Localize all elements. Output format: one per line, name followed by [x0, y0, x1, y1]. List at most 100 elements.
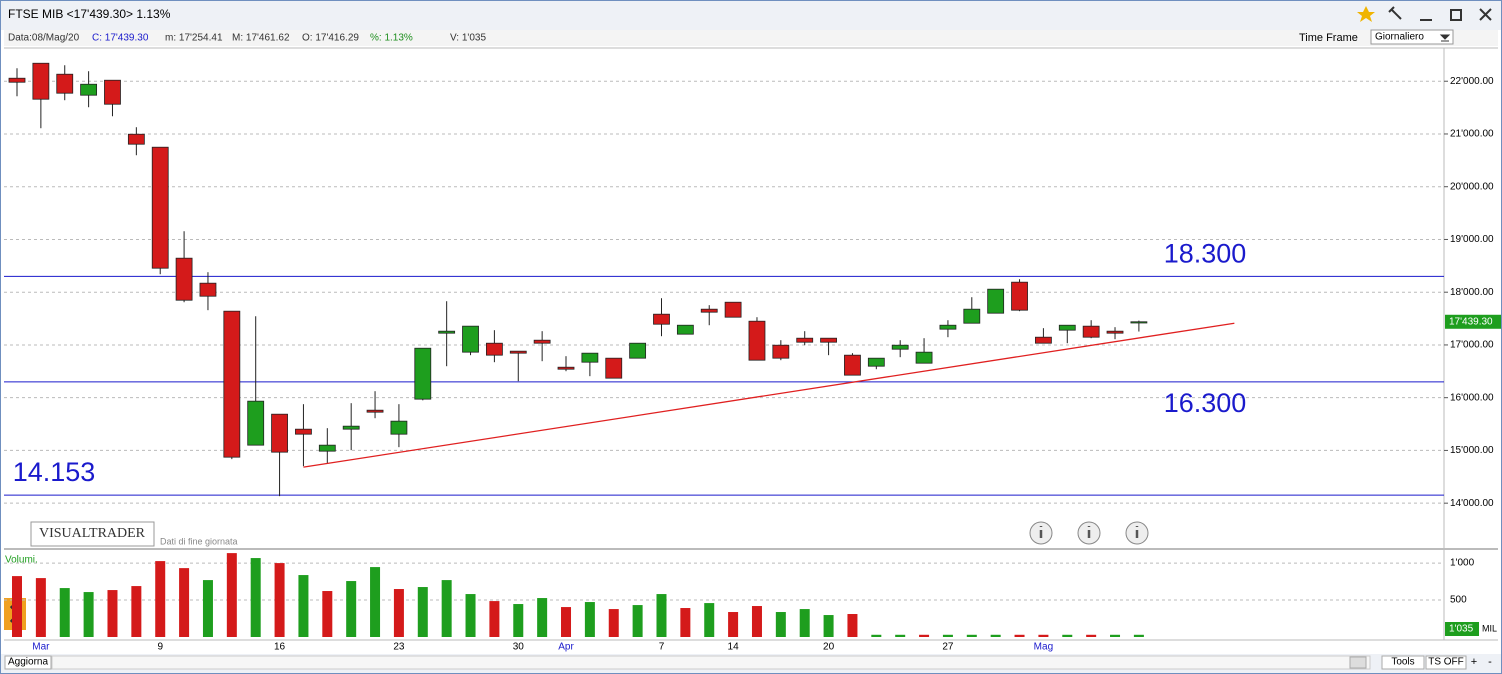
x-tick-label: 27 — [942, 642, 954, 653]
candle-body — [748, 320, 766, 361]
refresh-button[interactable] — [4, 655, 52, 670]
last-volume-box — [1445, 622, 1479, 636]
x-tick-label: Mar — [32, 642, 50, 653]
volume-bar — [584, 602, 595, 637]
volume-bar — [537, 598, 548, 637]
ts-button[interactable] — [1425, 655, 1467, 670]
info-field: %: 1.13% — [370, 33, 413, 44]
candle-body — [151, 146, 169, 269]
candle-body — [629, 342, 647, 359]
volume-bar — [823, 615, 834, 637]
candle-body — [1082, 325, 1100, 338]
zoom-in[interactable]: + — [1471, 656, 1477, 668]
candle-body — [987, 288, 1005, 314]
ts-label: TS OFF — [1428, 657, 1464, 668]
title-bar — [0, 0, 1502, 30]
volume-bar — [656, 594, 667, 637]
candle-body — [581, 352, 599, 363]
candle-body — [557, 366, 575, 370]
restore-button[interactable] — [1450, 9, 1462, 21]
candle-body — [700, 308, 718, 313]
candle-body — [32, 62, 50, 100]
refresh-label: Aggiorna — [8, 657, 48, 668]
y-tick-label: 16'000.00 — [1450, 392, 1494, 403]
candle-body — [1106, 330, 1124, 334]
candle-body — [247, 400, 265, 446]
volume-bar — [608, 609, 619, 637]
volume-bar — [441, 580, 452, 637]
candle-body — [509, 350, 527, 354]
y-tick-label: 500 — [1450, 595, 1467, 606]
volume-bar — [465, 594, 476, 637]
candle-body — [1130, 321, 1148, 324]
y-tick-label: 18'000.00 — [1450, 287, 1494, 298]
volume-bar — [990, 634, 1001, 637]
tools-button[interactable] — [1381, 655, 1425, 670]
last-price-box — [1445, 314, 1501, 329]
info-field: M: 17'461.62 — [232, 33, 290, 44]
brand-box — [30, 521, 155, 547]
candle-body — [1011, 281, 1028, 311]
volume-bar — [632, 605, 643, 637]
scroll-thumb[interactable] — [1349, 656, 1367, 669]
last-volume: 1'035 — [1449, 624, 1474, 635]
favorite-icon[interactable] — [1357, 6, 1375, 22]
zoom-out[interactable]: - — [1488, 656, 1492, 668]
volume-bar — [274, 563, 285, 637]
volume-bar — [680, 608, 691, 637]
y-tick-label: 15'000.00 — [1450, 445, 1494, 456]
volume-bar — [919, 634, 930, 637]
info-field: Data:08/Mag/20 — [8, 33, 80, 44]
volume-bar — [393, 589, 404, 637]
volume-bar — [942, 634, 953, 637]
candle-body — [939, 324, 957, 330]
candle-body — [80, 83, 98, 96]
volume-bar — [131, 586, 142, 637]
y-tick-label: 19'000.00 — [1450, 234, 1494, 245]
volume-bar — [250, 558, 261, 637]
scrollbar[interactable] — [51, 655, 1371, 670]
tool-icon[interactable] — [1388, 6, 1402, 20]
trendline — [303, 322, 1235, 468]
volume-bar — [847, 614, 858, 637]
volume-bar — [1086, 634, 1097, 637]
info-field: O: 17'416.29 — [302, 33, 359, 44]
info-field: C: 17'439.30 — [92, 33, 149, 44]
tools-label: Tools — [1391, 657, 1414, 668]
candle-body — [724, 301, 742, 318]
close-button[interactable] — [1479, 8, 1492, 21]
info-icons[interactable] — [1029, 521, 1149, 545]
candle-body — [820, 337, 837, 343]
volume-bar — [179, 568, 190, 637]
candle-body — [605, 357, 623, 379]
y-tick-label: 14'000.00 — [1450, 498, 1494, 509]
brand: VISUALTRADER — [39, 526, 146, 541]
info-bar — [4, 30, 1498, 46]
candle-body — [844, 354, 861, 376]
candle-body — [533, 339, 551, 344]
level-label: 18.300 — [1164, 239, 1247, 269]
volume-bar — [751, 606, 762, 637]
candle-body — [1058, 324, 1076, 331]
volume-bar — [202, 580, 213, 637]
level-label: 16.300 — [1164, 388, 1247, 418]
candle-body — [915, 351, 933, 364]
volume-bar — [59, 588, 70, 637]
panel-title: Volumi. — [5, 555, 38, 566]
volume-bar — [728, 612, 739, 637]
time-frame-label: Time Frame — [1299, 32, 1358, 44]
x-tick-label: 23 — [393, 642, 405, 653]
volume-bar — [513, 604, 524, 637]
candle-body — [318, 444, 336, 452]
volume-bar — [155, 561, 166, 637]
x-tick-label: 14 — [728, 642, 740, 653]
candle-body — [963, 308, 981, 324]
volume-bar — [1038, 634, 1049, 637]
x-tick-label: Mag — [1034, 642, 1053, 653]
candle-body — [772, 344, 790, 359]
y-tick-label: 20'000.00 — [1450, 181, 1494, 192]
y-tick-label: 1'000 — [1450, 558, 1475, 569]
volume-unit: MIL — [1482, 623, 1497, 633]
time-frame-select[interactable] — [1370, 29, 1454, 45]
